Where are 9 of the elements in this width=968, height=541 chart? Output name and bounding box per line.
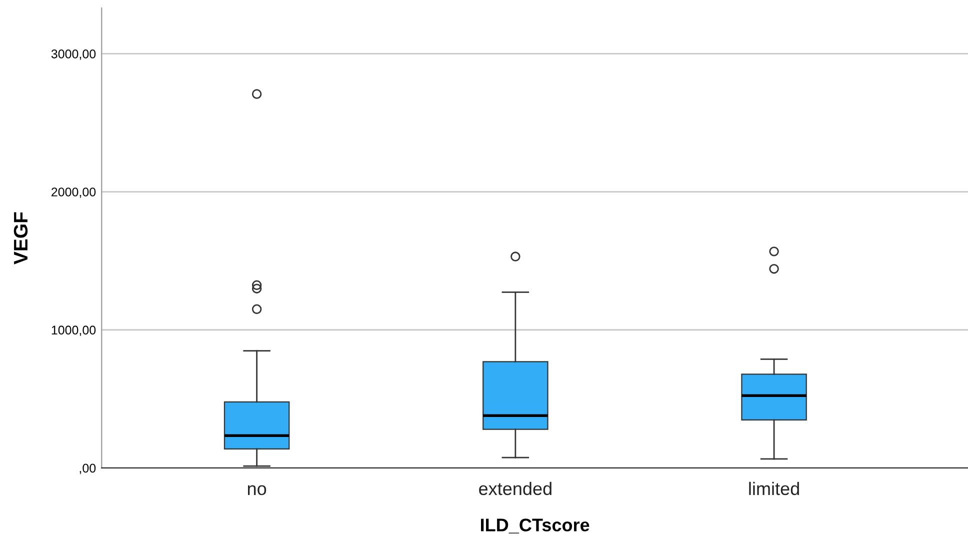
y-tick-label: 1000,00 [52, 326, 96, 336]
x-tick-label: limited [749, 482, 799, 496]
y-tick-label: ,00 [80, 464, 96, 474]
x-tick-label: no [248, 485, 266, 496]
y-axis-title: VEGF [14, 212, 28, 264]
y-tick-label: 2000,00 [52, 188, 96, 198]
y-tick-label: 3000,00 [51, 49, 96, 60]
x-axis-title: ILD_CTscore [481, 518, 590, 534]
x-tick-label: extended [479, 482, 552, 496]
